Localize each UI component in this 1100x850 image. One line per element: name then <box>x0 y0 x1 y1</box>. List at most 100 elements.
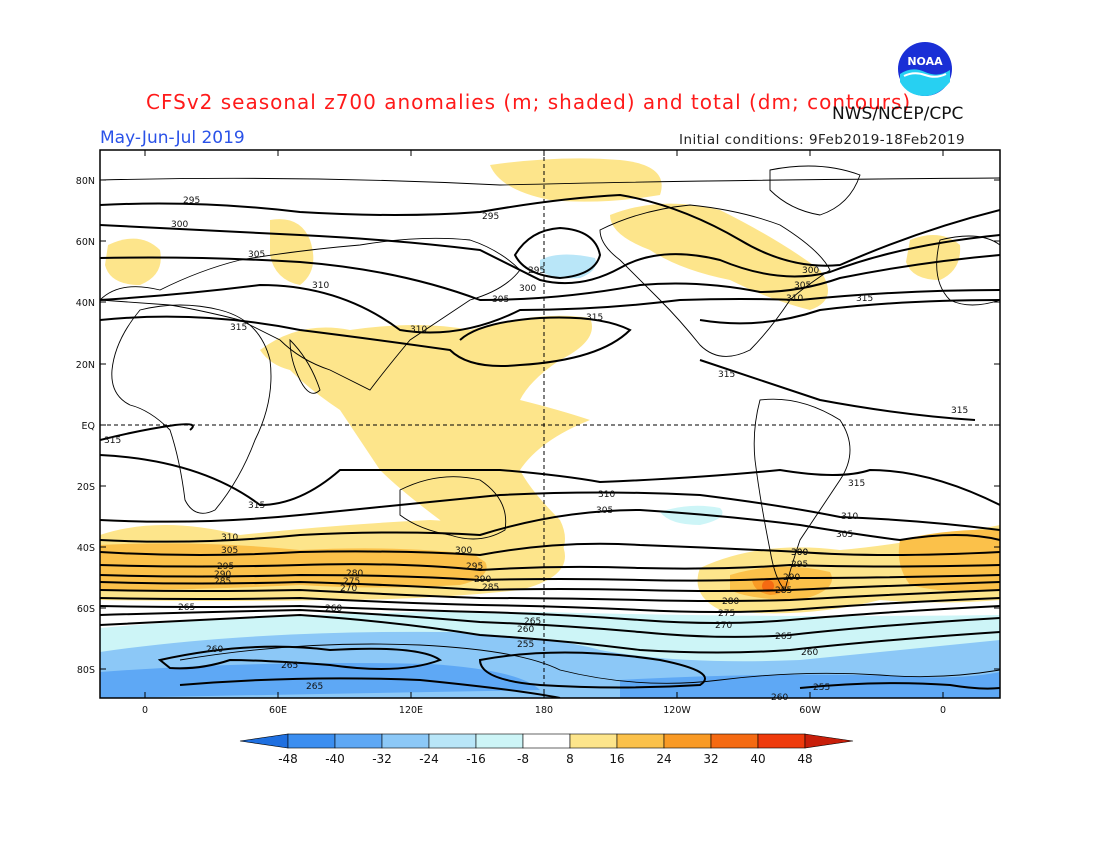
contour-label: 310 <box>841 512 858 522</box>
coast-south-america <box>753 398 851 591</box>
contour-255-polar <box>478 651 706 689</box>
contour-255-polar-2 <box>799 682 1000 690</box>
anomaly-negative-antarctic-core <box>100 663 540 698</box>
anomaly-shading <box>100 158 1000 698</box>
contour-label: 295 <box>528 266 545 276</box>
contour-label: 295 <box>482 212 499 222</box>
contour-label: 315 <box>848 479 865 489</box>
contour-label: 260 <box>206 645 223 655</box>
contour-label: 255 <box>517 640 534 650</box>
lon-label: 180 <box>535 705 553 716</box>
coast-greenland <box>769 165 861 216</box>
contour-260-s <box>100 613 1000 654</box>
contour-labels: 295 300 305 310 315 295 300 295 300 305 … <box>104 196 968 703</box>
contour-265-polar <box>157 645 443 670</box>
contour-label: 315 <box>951 406 968 416</box>
coast-antarctica <box>179 643 1000 684</box>
contour-label: 310 <box>410 325 427 335</box>
colorbar-label: -24 <box>419 752 439 766</box>
lon-label: 120E <box>399 705 423 716</box>
contour-label: 275 <box>718 609 735 619</box>
contour-label: 310 <box>312 281 329 291</box>
lat-label: 80S <box>77 665 95 676</box>
contour-label: 295 <box>466 562 483 572</box>
contour-265-s <box>100 608 1000 638</box>
anomaly-negative-antarctic-core-2 <box>620 672 1000 698</box>
anomaly-positive-south-atlantic-core <box>762 580 774 592</box>
contour-label: 315 <box>248 501 265 511</box>
lon-label: 60W <box>799 705 821 716</box>
contour-label: 305 <box>596 506 613 516</box>
colorbar-swatch <box>757 733 806 749</box>
lat-label: 20N <box>76 360 95 371</box>
contour-label: 305 <box>492 295 509 305</box>
contour-label: 300 <box>171 220 188 230</box>
contour-label: 305 <box>794 281 811 291</box>
anomaly-positive-indo-pacific <box>260 315 592 580</box>
contour-290-s <box>100 573 1000 582</box>
contour-label: 265 <box>281 661 298 671</box>
lat-label: 60S <box>77 604 95 615</box>
colorbar-label: 32 <box>703 752 718 766</box>
contour-label: 285 <box>775 586 792 596</box>
contour-315-s <box>100 454 1000 507</box>
contour-label: 305 <box>248 250 265 260</box>
colorbar-label: -16 <box>466 752 486 766</box>
contour-label: 310 <box>786 294 803 304</box>
contour-label: 265 <box>306 682 323 692</box>
colorbar-label: 48 <box>797 752 812 766</box>
longitude-axis <box>144 150 944 698</box>
colorbar-label: 40 <box>750 752 765 766</box>
contour-label: 290 <box>474 575 491 585</box>
noaa-logo-icon: NOAA <box>895 39 955 99</box>
contour-label: 290 <box>214 570 231 580</box>
contour-label: 260 <box>517 625 534 635</box>
colorbar-arrow-right <box>804 733 854 749</box>
contour-305-n <box>100 254 1000 302</box>
contour-label: 295 <box>217 562 234 572</box>
contour-label: 310 <box>598 490 615 500</box>
contour-label: 255 <box>813 683 830 693</box>
agency-label: NWS/NCEP/CPC <box>832 104 964 124</box>
colorbar-label: -48 <box>278 752 298 766</box>
colorbar-label: -32 <box>372 752 392 766</box>
lon-label: 0 <box>142 705 148 716</box>
contour-label: 315 <box>104 436 121 446</box>
colorbar-arrow-left <box>239 733 289 749</box>
colorbar-label: 24 <box>656 752 671 766</box>
colorbar-label: -8 <box>517 752 529 766</box>
colorbar: -48 -40 -32 -24 -16 -8 8 16 24 32 40 48 <box>239 733 854 766</box>
contour-label: 315 <box>230 323 247 333</box>
contour-label: 285 <box>482 583 499 593</box>
colorbar-label: -40 <box>325 752 345 766</box>
lat-label: 40S <box>77 543 95 554</box>
colorbar-swatch <box>616 733 665 749</box>
contour-265-polar-2 <box>179 677 561 698</box>
lat-label: EQ <box>82 421 95 432</box>
latitude-axis <box>100 179 1000 670</box>
lat-label: 20S <box>77 482 95 493</box>
anomaly-positive-north-america <box>610 203 828 310</box>
contour-label: 315 <box>586 313 603 323</box>
lon-label: 120W <box>663 705 691 716</box>
initial-conditions-label: Initial conditions: 9Feb2019-18Feb2019 <box>679 132 966 148</box>
coast-australia <box>399 476 507 540</box>
contour-label: 280 <box>722 597 739 607</box>
contour-label: 295 <box>183 196 200 206</box>
contour-315-n <box>100 299 1000 367</box>
contour-275-s <box>100 596 1000 613</box>
contour-label: 275 <box>343 577 360 587</box>
coast-europe-wrap <box>936 235 1000 306</box>
chart-title: CFSv2 seasonal z700 anomalies (m; shaded… <box>146 90 912 114</box>
contour-label: 280 <box>346 569 363 579</box>
contour-label: 270 <box>340 584 357 594</box>
contour-label: 300 <box>791 548 808 558</box>
colorbar-label: 8 <box>566 752 574 766</box>
contour-295-n <box>100 193 1000 267</box>
contour-label: 265 <box>524 617 541 627</box>
lon-label: 60E <box>269 705 287 716</box>
contour-label: 300 <box>802 266 819 276</box>
contour-label: 265 <box>775 632 792 642</box>
contour-label: 315 <box>718 370 735 380</box>
contour-285-s <box>100 580 1000 592</box>
